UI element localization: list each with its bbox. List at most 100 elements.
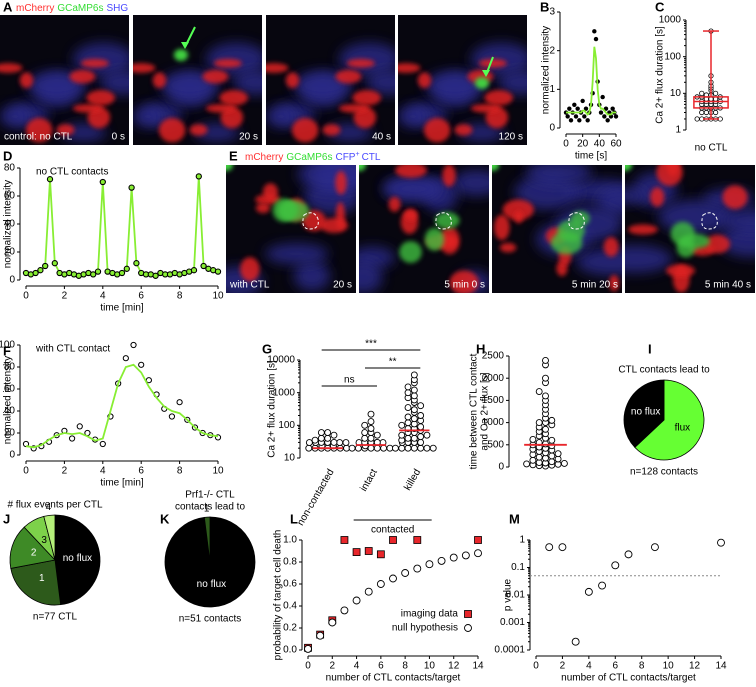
x-tick-label: 60 (610, 139, 622, 150)
shg-haze (266, 105, 298, 128)
y-tick-label: 3 (549, 7, 555, 18)
data-point (410, 392, 418, 400)
data-point (123, 265, 130, 272)
shg-haze (384, 177, 443, 201)
red-cell (302, 210, 326, 232)
red-cell (404, 208, 418, 221)
data-point (42, 262, 49, 270)
panel-letter: A (3, 0, 13, 14)
shg-haze (526, 165, 592, 185)
data-point (340, 536, 349, 544)
x-tick-label: 6 (138, 466, 144, 477)
timestamp: 20 s (333, 280, 352, 291)
y-tick-label: 0.1 (511, 562, 525, 573)
data-point (717, 538, 725, 547)
image-label: with CTL (229, 280, 270, 291)
y-axis-label: Ca 2+ flux duration [s] (655, 26, 666, 124)
data-point (367, 410, 375, 418)
red-cell (423, 118, 451, 143)
data-point (168, 413, 176, 420)
red-cell (189, 124, 208, 136)
data-point (560, 459, 568, 467)
data-point (554, 450, 562, 458)
data-point (389, 536, 397, 544)
red-cell (439, 226, 460, 255)
y-tick-label: 60 (4, 384, 16, 395)
sample-size: n=128 contacts (630, 467, 698, 478)
red-cell (609, 274, 620, 292)
data-point (474, 549, 482, 558)
y-tick-label: 1000 (659, 15, 682, 26)
legend-entry: + (355, 151, 359, 158)
data-point (404, 419, 412, 427)
panel-letter: J (3, 511, 10, 526)
y-tick-label: 0.0001 (494, 645, 525, 656)
green-signal (475, 77, 489, 89)
microscopy-image (625, 165, 755, 293)
data-point (391, 444, 399, 452)
data-point (367, 418, 375, 426)
data-point (138, 361, 145, 368)
red-cell (19, 72, 34, 88)
data-point (565, 114, 570, 119)
data-point (613, 114, 619, 119)
x-tick-label: 0 (23, 466, 29, 477)
y-tick-label: 0 (9, 275, 15, 286)
slice-label: 3 (41, 535, 47, 546)
y-tick-label: 500 (487, 439, 504, 450)
data-point (328, 618, 337, 627)
timestamp: 120 s (499, 132, 523, 143)
data-point (330, 431, 338, 439)
x-tick-label: 0 (305, 661, 311, 672)
red-cell (484, 90, 513, 106)
data-point (605, 118, 610, 123)
data-point (404, 383, 412, 391)
shg-haze (722, 208, 755, 234)
red-cell (656, 165, 683, 186)
shg-haze (498, 69, 527, 95)
data-point (122, 355, 129, 362)
red-cell (262, 183, 278, 201)
data-point (567, 106, 572, 111)
y-tick-label: 0 (498, 462, 504, 473)
shg-haze (398, 105, 430, 128)
legend-entry: mCherry (16, 3, 54, 14)
data-point (545, 543, 554, 552)
shg-haze (133, 105, 165, 128)
y-tick-label: 1 (675, 125, 681, 136)
chart-title: contacts lead to (175, 502, 245, 513)
data-point (610, 106, 615, 111)
timestamp: 0 s (112, 132, 125, 143)
green-cell (279, 200, 310, 222)
data-point (568, 118, 574, 123)
pie-slice (623, 379, 665, 448)
y-tick-label: 0 (9, 450, 15, 461)
x-tick-label: 10 (424, 661, 436, 672)
panel-letter: E (229, 148, 238, 163)
red-cell (72, 103, 104, 113)
legend-symbol (464, 610, 472, 618)
legend-entry: GCaMP6s (57, 3, 103, 14)
red-cell (202, 69, 229, 84)
panel-letter: F (3, 343, 11, 358)
cell-outline (701, 212, 718, 230)
legend-entry: mCherry (245, 152, 283, 163)
red-cell (158, 118, 186, 143)
microscopy-image (0, 15, 129, 145)
data-point (410, 371, 418, 379)
red-cell (666, 264, 695, 278)
red-cell (704, 234, 730, 254)
data-point (398, 431, 406, 439)
x-tick-label: 4 (586, 661, 592, 672)
red-cell (388, 196, 401, 212)
data-point (200, 262, 207, 270)
red-cell (285, 72, 300, 88)
data-point (600, 94, 605, 100)
data-point (437, 556, 446, 565)
microscopy-image (266, 15, 395, 145)
y-tick-label: 0.2 (283, 623, 297, 634)
red-cell (722, 185, 748, 210)
shg-haze (625, 245, 673, 273)
y-axis-label: Ca 2+ flux duration [s] (267, 360, 278, 458)
red-cell (493, 214, 510, 241)
